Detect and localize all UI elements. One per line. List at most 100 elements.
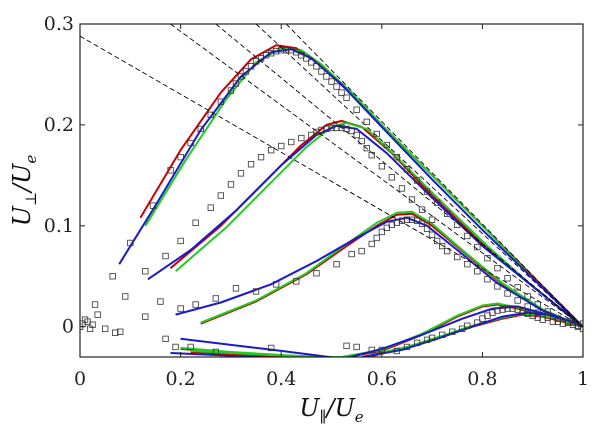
data-point-square xyxy=(378,163,386,170)
data-point-square xyxy=(423,336,431,344)
data-point-square xyxy=(549,318,556,325)
data-point-square xyxy=(474,268,481,275)
data-point-square xyxy=(162,252,169,260)
data-point-square xyxy=(348,250,355,258)
data-point-square xyxy=(338,124,345,132)
data-point-square xyxy=(529,312,536,319)
data-point-square xyxy=(358,137,365,145)
series-line xyxy=(200,210,583,328)
data-point-square xyxy=(388,221,396,229)
data-point-square xyxy=(227,181,235,188)
data-point-square xyxy=(454,221,461,229)
data-point-square xyxy=(313,270,320,277)
series-line xyxy=(174,121,583,328)
data-point-square xyxy=(267,344,275,352)
data-point-square xyxy=(504,290,511,297)
data-point-square xyxy=(464,232,471,240)
data-point-square xyxy=(403,216,411,223)
data-point-square xyxy=(323,125,330,133)
data-point-square xyxy=(524,293,531,300)
data-point-square xyxy=(109,273,116,280)
data-point-square xyxy=(192,301,199,308)
data-point-square xyxy=(443,210,451,217)
data-point-square xyxy=(524,310,531,317)
data-point-square xyxy=(449,328,456,335)
data-point-square xyxy=(212,348,220,356)
series-line xyxy=(118,48,583,328)
data-point-square xyxy=(142,313,149,320)
data-point-square xyxy=(484,276,491,283)
data-point-square xyxy=(288,47,295,54)
data-point-square xyxy=(474,243,481,251)
guide-line-dashed xyxy=(215,24,583,328)
data-point-square xyxy=(393,153,401,161)
data-point-square xyxy=(464,322,471,329)
data-point-square xyxy=(353,106,360,113)
data-point-square xyxy=(499,306,506,313)
data-point-square xyxy=(494,307,501,314)
data-point-square xyxy=(408,196,416,203)
data-point-square xyxy=(177,153,184,161)
data-point-square xyxy=(278,142,285,150)
data-point-square xyxy=(373,130,380,138)
data-point-square xyxy=(227,87,235,94)
data-point-square xyxy=(363,144,370,152)
x-tick-label: 0 xyxy=(74,368,86,390)
data-point-square xyxy=(262,52,270,59)
data-point-square xyxy=(428,334,436,342)
data-point-square xyxy=(338,89,345,96)
data-point-square xyxy=(413,177,421,184)
data-point-square xyxy=(418,220,426,227)
data-point-square xyxy=(554,318,561,325)
data-point-square xyxy=(247,63,255,70)
data-point-square xyxy=(544,308,551,315)
data-point-square xyxy=(454,253,461,261)
data-point-square xyxy=(177,305,184,312)
data-point-square xyxy=(408,216,416,223)
data-point-square xyxy=(423,225,431,233)
data-point-square xyxy=(333,260,340,268)
data-point-square xyxy=(252,288,260,295)
data-point-square xyxy=(579,325,583,332)
data-point-square xyxy=(504,305,511,312)
data-point-square xyxy=(237,73,245,80)
data-point-square xyxy=(403,343,411,351)
data-point-square xyxy=(564,318,572,325)
data-point-square xyxy=(267,146,275,154)
data-point-square xyxy=(122,293,129,300)
data-point-square xyxy=(464,260,471,268)
data-point-square xyxy=(112,329,119,336)
data-point-square xyxy=(318,126,325,134)
plot-frame xyxy=(79,23,584,358)
series-line xyxy=(170,352,307,357)
data-point-square xyxy=(217,98,225,105)
data-point-square xyxy=(363,118,370,125)
data-point-square xyxy=(539,316,546,323)
y-axis-title: U⊥/Ue xyxy=(8,155,40,227)
data-point-square xyxy=(484,254,491,262)
x-tick-label: 0.4 xyxy=(266,368,296,390)
data-point-square xyxy=(418,206,426,213)
data-point-square xyxy=(428,231,436,239)
data-point-square xyxy=(232,285,240,292)
data-point-square xyxy=(368,240,375,248)
data-point-square xyxy=(94,311,101,318)
data-point-square xyxy=(157,298,164,305)
data-point-square xyxy=(398,185,406,192)
data-point-square xyxy=(368,151,375,159)
data-point-square xyxy=(242,68,250,75)
data-point-square xyxy=(278,47,285,54)
data-point-square xyxy=(358,247,365,255)
data-point-square xyxy=(207,111,214,118)
data-point-square xyxy=(102,325,109,332)
data-point-square xyxy=(272,281,280,288)
data-point-square xyxy=(127,239,134,247)
y-tick-label: 0.2 xyxy=(44,114,74,136)
data-point-square xyxy=(247,161,255,168)
data-point-square xyxy=(428,216,436,223)
data-point-square xyxy=(403,166,411,173)
data-point-square xyxy=(433,199,441,206)
data-point-square xyxy=(579,320,583,327)
data-point-square xyxy=(343,94,350,101)
